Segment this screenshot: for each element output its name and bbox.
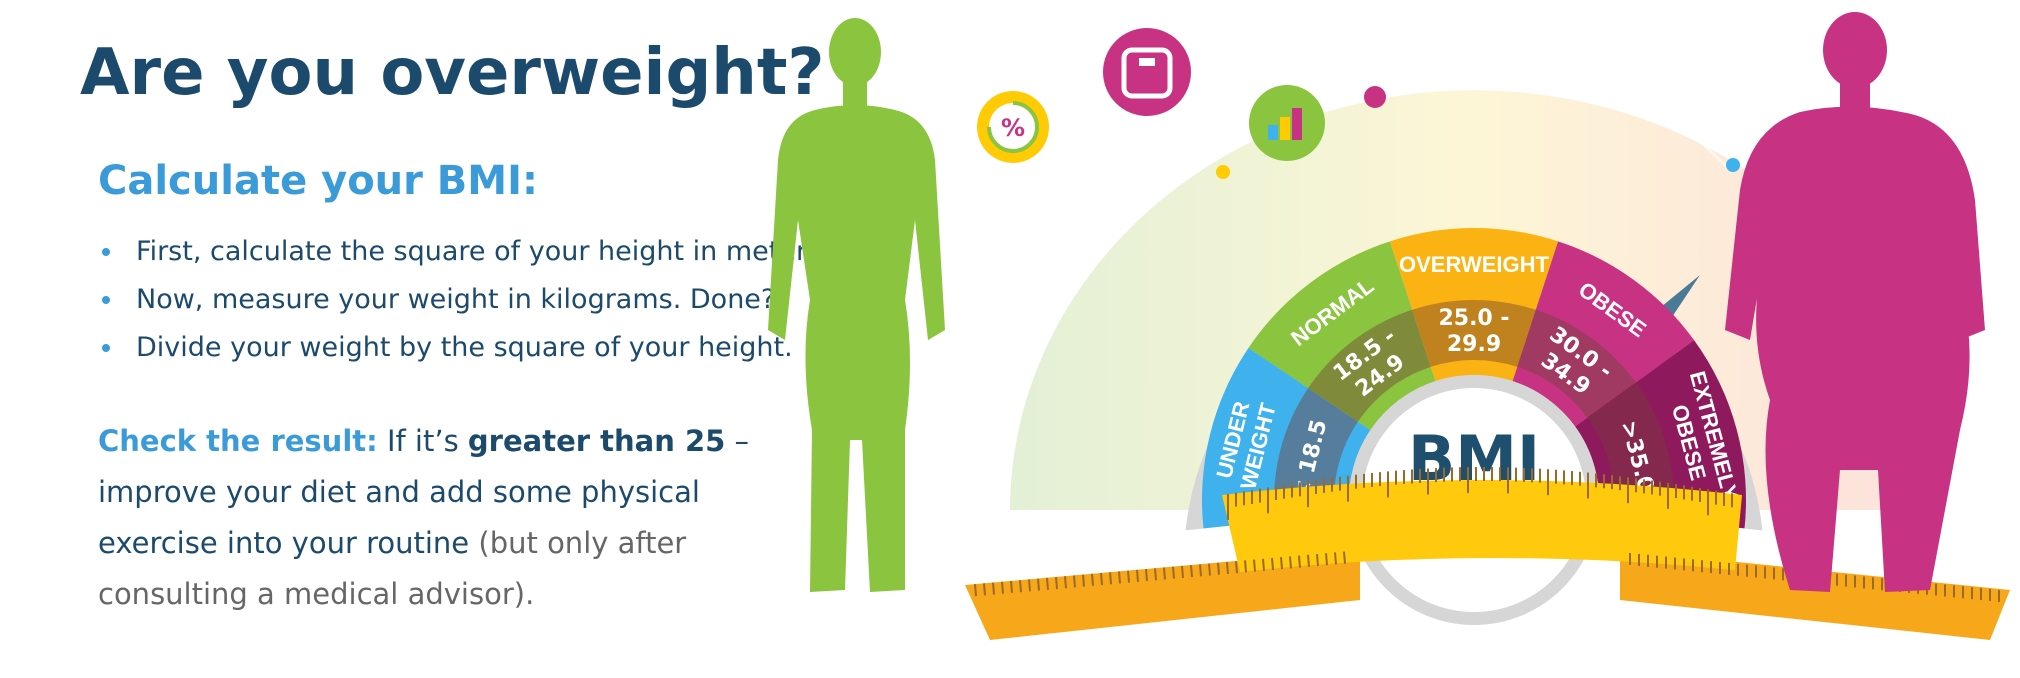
- tape-tick: [1037, 578, 1040, 591]
- result-note: (but only after consulting a medical adv…: [98, 526, 687, 611]
- tape-tick: [1217, 562, 1220, 575]
- tape-tick: [1073, 575, 1076, 588]
- tape-tick: [1100, 572, 1103, 586]
- tape-tick: [1109, 572, 1112, 585]
- result-advice: – improve your diet and add some physica…: [98, 424, 750, 560]
- tape-tick: [1064, 576, 1067, 589]
- tape-tick: [1055, 576, 1058, 590]
- heavy-figure: [1725, 12, 1985, 593]
- tape-measure: [965, 467, 2010, 640]
- tape-tick: [1289, 556, 1292, 569]
- result-lead: Check the result:: [98, 424, 378, 458]
- bar-chart-icon: [1249, 85, 1325, 161]
- result-threshold: greater than 25: [467, 424, 726, 458]
- tape-tick: [1199, 564, 1202, 577]
- tape-tick: [1343, 551, 1346, 564]
- tape-tick: [1280, 557, 1283, 570]
- step-item: Divide your weight by the square of your…: [102, 324, 830, 372]
- step-item: Now, measure your weight in kilograms. D…: [102, 276, 830, 324]
- subtitle: Calculate your BMI:: [98, 158, 538, 204]
- gauge-range-band: [1517, 309, 1636, 418]
- tape-tick: [1091, 573, 1094, 586]
- tape-tick: [1001, 581, 1004, 594]
- tape-tick: [1307, 554, 1310, 567]
- tape-tick: [1316, 553, 1319, 567]
- steps-list: First, calculate the square of your heig…: [98, 228, 830, 372]
- scale-icon: [1103, 28, 1191, 116]
- tape-right-piece: [1620, 550, 2010, 640]
- tape-tick: [1046, 577, 1049, 590]
- tape-tick: [983, 583, 986, 596]
- tape-tick: [1127, 570, 1130, 583]
- tape-center-piece: [1222, 480, 1742, 572]
- tape-tick: [1154, 568, 1157, 581]
- result-paragraph: Check the result: If it’s greater than 2…: [98, 416, 818, 620]
- tape-tick: [1262, 558, 1265, 571]
- tape-tick: [1298, 555, 1301, 568]
- tape-tick: [1235, 561, 1238, 574]
- decor-dot: [1364, 86, 1386, 108]
- decor-dot: [1216, 165, 1230, 179]
- tape-tick: [1136, 569, 1139, 582]
- result-text: If it’s: [386, 424, 468, 458]
- gauge-range-band: [1412, 300, 1536, 367]
- tape-tick: [1172, 566, 1175, 579]
- tape-tick: [974, 584, 977, 597]
- tape-tick: [1253, 559, 1256, 572]
- tape-tick: [1010, 580, 1013, 594]
- segment-label: OVERWEIGHT: [1399, 252, 1550, 277]
- step-item: First, calculate the square of your heig…: [102, 228, 830, 276]
- gauge-range-band: [1308, 309, 1431, 422]
- decor-dot: [1726, 158, 1740, 172]
- tape-tick: [1226, 561, 1229, 575]
- tape-left-piece: [965, 550, 1360, 640]
- tape-tick: [1181, 565, 1184, 578]
- tape-tick: [1190, 565, 1193, 578]
- page-title: Are you overweight?: [80, 36, 825, 110]
- tape-tick: [1163, 567, 1166, 580]
- gauge-range-band: [1274, 388, 1358, 521]
- percent-icon: %: [977, 91, 1049, 163]
- tape-tick: [1208, 563, 1211, 576]
- thin-figure: [768, 18, 945, 592]
- tape-tick: [1019, 580, 1022, 593]
- tape-tick: [1028, 579, 1031, 592]
- tape-tick: [1082, 574, 1085, 587]
- tape-tick: [1271, 557, 1274, 571]
- tape-tick: [1118, 571, 1121, 584]
- segment-range: 29.9: [1447, 332, 1501, 357]
- tape-tick: [992, 582, 995, 595]
- tape-tick: [1244, 560, 1247, 573]
- tape-tick: [1325, 553, 1328, 566]
- tape-tick: [1145, 568, 1148, 582]
- svg-text:%: %: [1001, 114, 1025, 142]
- tape-tick: [1334, 552, 1337, 565]
- segment-range: 25.0 -: [1438, 306, 1509, 331]
